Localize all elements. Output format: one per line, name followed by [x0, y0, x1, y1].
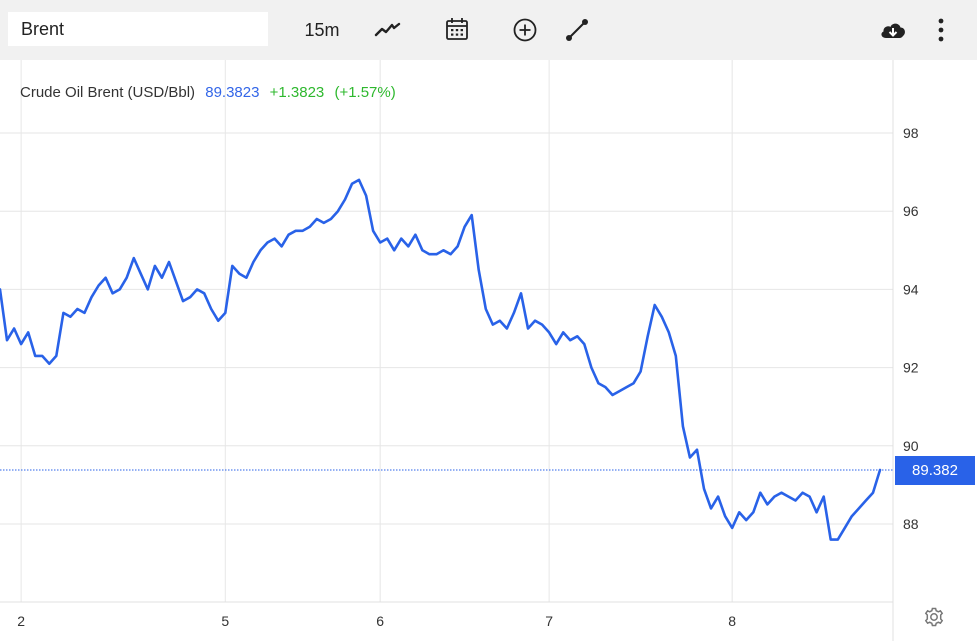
y-tick-label: 92 — [903, 360, 919, 376]
series-line — [0, 178, 882, 541]
chart-grid — [0, 60, 894, 641]
cloud-download-icon[interactable] — [876, 15, 910, 45]
x-tick-label: 6 — [376, 613, 384, 629]
symbol-search-input[interactable] — [8, 12, 268, 46]
gear-icon[interactable] — [921, 604, 947, 630]
legend-price: 89.3823 — [205, 84, 260, 101]
legend-change-percent: (+1.57%) — [334, 84, 396, 101]
y-tick-label: 88 — [903, 516, 919, 532]
calendar-icon[interactable] — [442, 14, 472, 44]
y-axis: 88 90 92 94 96 98 — [903, 125, 919, 532]
toolbar: 15m — [0, 0, 977, 60]
line-chart-icon[interactable] — [370, 16, 404, 44]
y-tick-label: 98 — [903, 125, 919, 141]
x-tick-label: 8 — [728, 613, 736, 629]
x-tick-label: 7 — [545, 613, 553, 629]
add-indicator-icon[interactable] — [510, 15, 540, 45]
chart-legend: Crude Oil Brent (USD/Bbl) 89.3823 +1.382… — [20, 84, 402, 101]
y-tick-label: 96 — [903, 203, 919, 219]
y-tick-label: 90 — [903, 438, 919, 454]
x-tick-label: 2 — [17, 613, 25, 629]
legend-change: +1.3823 — [269, 84, 325, 101]
legend-instrument-name: Crude Oil Brent (USD/Bbl) — [20, 84, 196, 101]
interval-selector-button[interactable]: 15m — [304, 19, 340, 40]
last-price-tag: 89.382 — [895, 456, 975, 485]
drawing-tool-icon[interactable] — [562, 15, 592, 45]
x-axis: 2 5 6 7 8 — [17, 613, 736, 629]
y-tick-label: 94 — [903, 281, 919, 297]
more-vertical-icon[interactable] — [930, 14, 952, 46]
x-tick-label: 5 — [221, 613, 229, 629]
